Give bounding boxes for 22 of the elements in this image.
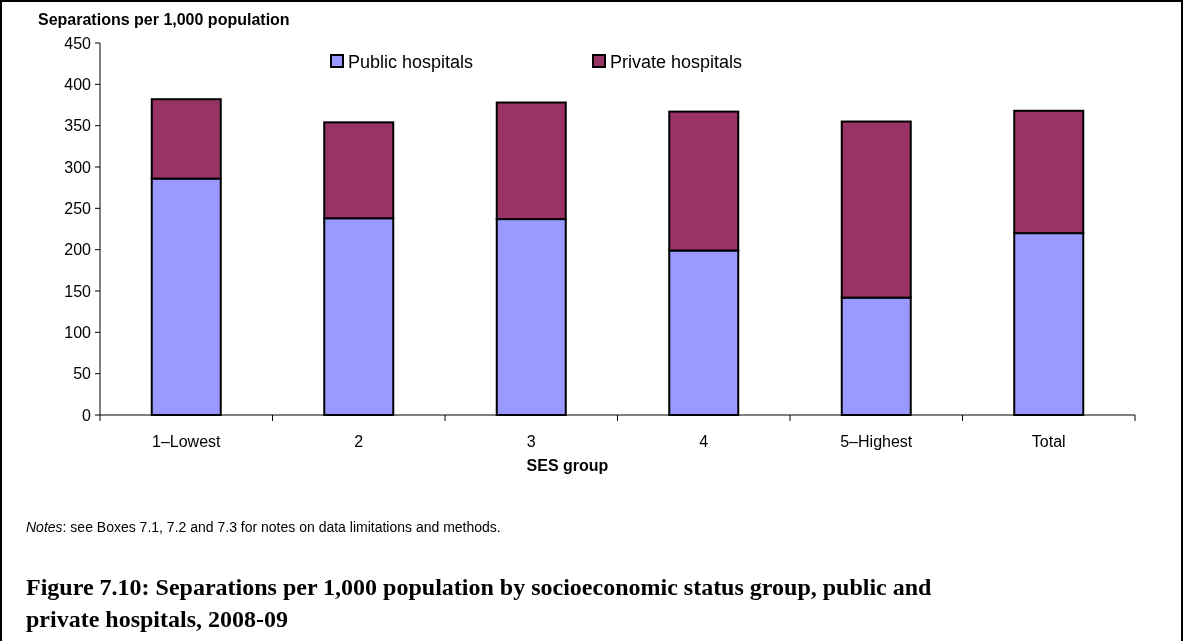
y-tick-label: 0 (82, 406, 92, 424)
y-tick-label: 100 (64, 323, 92, 341)
x-tick-label: 3 (526, 433, 536, 450)
x-tick-label: 2 (354, 433, 364, 450)
x-tick-label: Total (1031, 433, 1066, 450)
legend-label: Public hospitals (348, 52, 474, 73)
legend-label: Private hospitals (610, 52, 743, 73)
y-tick-label: 350 (64, 117, 92, 135)
text: Notes: see Boxes 7.1, 7.2 and 7.3 for notes on data limitations and methods. (26, 519, 501, 535)
y-tick-label: 150 (64, 282, 92, 300)
y-axis-title: Separations per 1,000 population (38, 11, 290, 28)
y-tick-label: 50 (73, 365, 92, 383)
x-tick-label: 1–Lowest (152, 433, 222, 450)
y-tick-label: 250 (64, 199, 92, 217)
y-tick-label: 300 (64, 158, 92, 176)
text: Figure 7.10: Separations per 1,000 population by socioeconomic status group, public and private hospitals, 2008-09 (26, 574, 933, 632)
x-tick-label: 4 (699, 433, 709, 450)
y-tick-label: 200 (64, 241, 92, 259)
y-tick-label: 400 (64, 75, 92, 93)
y-tick-label: 450 (64, 34, 92, 52)
x-tick-label: 5–Highest (840, 433, 913, 450)
x-axis-title: SES group (526, 457, 609, 474)
